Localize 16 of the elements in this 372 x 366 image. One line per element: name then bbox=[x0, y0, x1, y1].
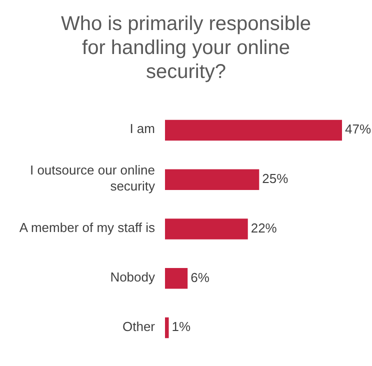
bar bbox=[165, 268, 188, 289]
data-label: 25% bbox=[262, 171, 289, 186]
bar bbox=[165, 120, 342, 141]
chart-title: Who is primarily responsible for handling your online security? bbox=[60, 13, 312, 83]
data-label: 22% bbox=[250, 220, 278, 236]
bar bbox=[165, 218, 248, 240]
y-tick-label: Nobody bbox=[110, 270, 156, 285]
y-tick-label: I outsource our online security bbox=[30, 163, 156, 194]
bar bbox=[165, 169, 260, 190]
data-label: 6% bbox=[190, 270, 210, 285]
y-tick-label: Other bbox=[122, 319, 156, 334]
data-label: 47% bbox=[345, 122, 372, 137]
y-tick-label: I am bbox=[130, 122, 155, 137]
bar bbox=[165, 317, 169, 338]
y-tick-label: A member of my staff is bbox=[19, 220, 156, 236]
data-label: 1% bbox=[172, 319, 191, 334]
